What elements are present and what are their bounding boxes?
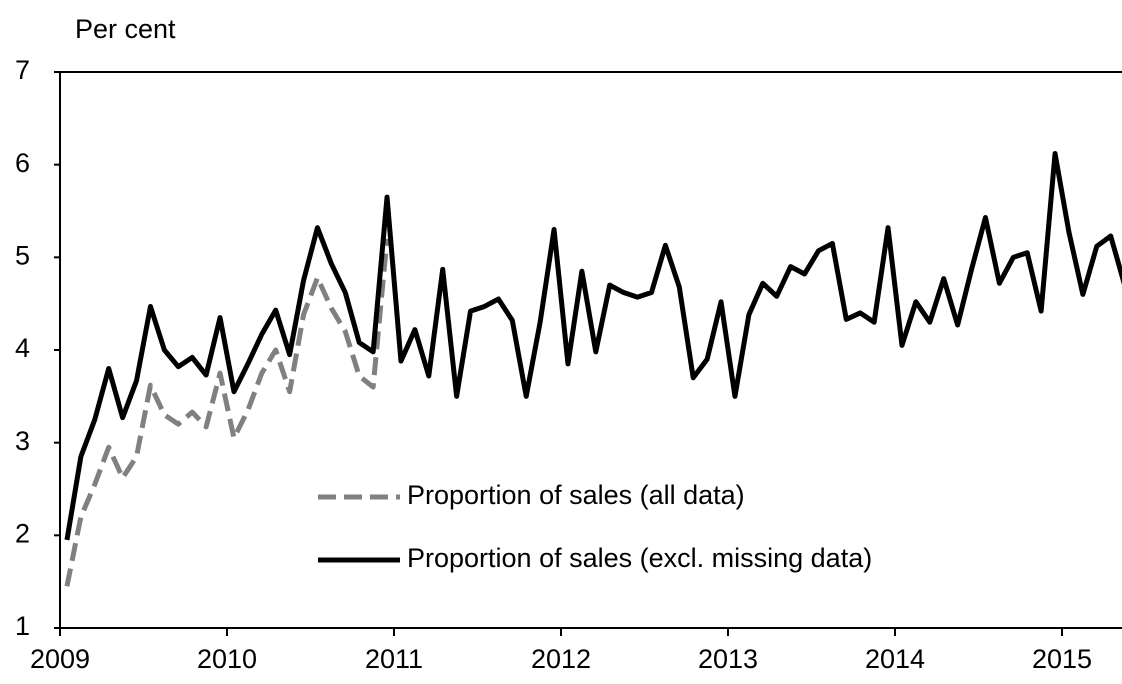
lines xyxy=(64,151,1122,587)
x-tick-label: 2009 xyxy=(30,644,90,674)
y-tick-label: 6 xyxy=(15,148,30,178)
x-tick-label: 2010 xyxy=(197,644,257,674)
legend: Proportion of sales (all data) Proportio… xyxy=(318,480,872,573)
series-line xyxy=(64,151,1122,541)
y-tick-label: 2 xyxy=(15,518,30,548)
series-line xyxy=(64,238,390,587)
y-tick-label: 3 xyxy=(15,426,30,456)
y-tick-label: 4 xyxy=(15,333,30,363)
y-tick-label: 1 xyxy=(15,611,30,641)
legend-label: Proportion of sales (all data) xyxy=(407,480,745,510)
x-tick-label: 2012 xyxy=(531,644,591,674)
y-tick-label: 7 xyxy=(15,55,30,85)
legend-label: Proportion of sales (excl. missing data) xyxy=(407,543,872,573)
y-tick-label: 5 xyxy=(15,240,30,270)
x-tick-label: 2013 xyxy=(698,644,758,674)
x-tick-label: 2011 xyxy=(365,644,423,674)
y-axis-label: Per cent xyxy=(75,14,176,44)
x-tick-label: 2014 xyxy=(865,644,925,674)
x-tick-label: 2015 xyxy=(1032,644,1092,674)
